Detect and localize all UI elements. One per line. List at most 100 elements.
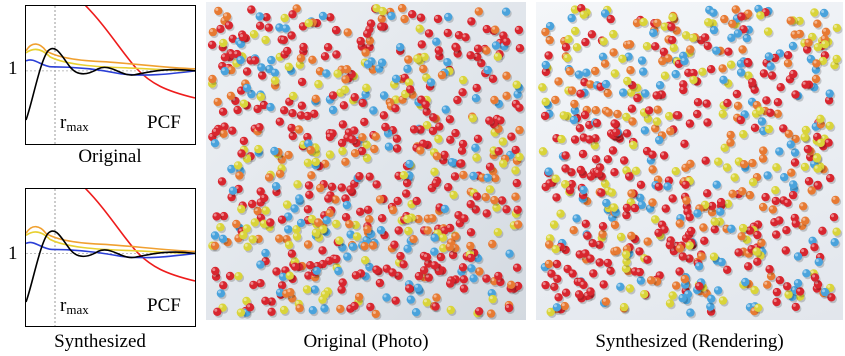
ball-highlight [724, 164, 727, 168]
ball [561, 180, 570, 189]
ball [260, 193, 269, 203]
ball [458, 88, 467, 97]
ball [669, 43, 678, 53]
ball-highlight [739, 46, 743, 50]
ball-highlight [797, 288, 801, 292]
ball-highlight [244, 155, 248, 159]
ball [829, 213, 839, 222]
ball [652, 91, 661, 100]
ball-highlight [399, 96, 403, 100]
ball [278, 272, 288, 281]
ball [308, 306, 317, 315]
ball [811, 74, 821, 84]
ball-highlight [422, 101, 426, 105]
ball-highlight [677, 215, 681, 219]
ball [239, 99, 249, 108]
ball-highlight [452, 173, 455, 177]
ball-highlight [735, 102, 738, 106]
ball-highlight [769, 206, 773, 210]
ball [739, 160, 749, 169]
ball-highlight [808, 187, 812, 191]
ball [430, 247, 439, 256]
ball [685, 254, 694, 263]
ball [726, 138, 735, 147]
ball [422, 107, 431, 116]
ball [287, 123, 296, 133]
ball [485, 116, 494, 125]
ball [710, 217, 719, 226]
ball [750, 85, 759, 94]
ball [659, 151, 669, 160]
ball [653, 105, 662, 114]
ball [307, 171, 316, 180]
ball [703, 189, 712, 198]
ball-highlight [491, 129, 495, 133]
ball [572, 43, 582, 52]
ball [703, 41, 712, 51]
ball-highlight [580, 134, 584, 138]
ball-highlight [605, 109, 609, 113]
ball [661, 204, 670, 213]
ball [626, 66, 635, 75]
ball [471, 94, 481, 103]
ball [306, 261, 315, 270]
ball-highlight [308, 172, 312, 176]
ball-highlight [826, 97, 830, 101]
ball-highlight [796, 18, 800, 21]
ball-highlight [291, 258, 295, 262]
ball [355, 172, 364, 181]
ball-highlight [749, 98, 753, 102]
ball-highlight [304, 286, 308, 290]
ball [404, 78, 414, 87]
ball [622, 257, 631, 266]
ball-highlight [659, 221, 663, 225]
ball-highlight [212, 268, 216, 272]
ball-highlight [343, 66, 347, 70]
ball [682, 196, 691, 205]
ball-highlight [736, 158, 739, 162]
ball-highlight [547, 235, 550, 239]
ball [331, 195, 340, 204]
ball-highlight [304, 113, 308, 116]
ball-highlight [817, 115, 821, 119]
ball [284, 225, 293, 234]
ball-highlight [582, 220, 586, 224]
ball [789, 180, 798, 189]
ball-highlight [641, 109, 645, 113]
ball-highlight [281, 107, 285, 111]
ball-highlight [490, 147, 494, 151]
ball [637, 56, 647, 65]
ball [660, 22, 669, 31]
ball-highlight [553, 135, 557, 139]
ball [649, 28, 658, 38]
ball [773, 109, 782, 119]
ball-highlight [217, 25, 221, 29]
ball [358, 98, 367, 108]
ball [620, 156, 629, 165]
ball-highlight [698, 279, 702, 283]
ball-highlight [587, 288, 591, 292]
ball-highlight [386, 99, 390, 103]
ball-highlight [461, 215, 465, 219]
ball-highlight [333, 256, 337, 259]
ball [458, 139, 468, 149]
ball-highlight [404, 245, 408, 249]
ball [678, 293, 687, 303]
ball-highlight [665, 55, 669, 59]
ball [422, 252, 432, 262]
ball-highlight [515, 283, 519, 286]
ball [328, 91, 338, 100]
ball-highlight [713, 181, 717, 185]
ball-highlight [764, 281, 768, 285]
ball-highlight [759, 118, 762, 122]
ball-highlight [568, 15, 572, 19]
ball [581, 249, 590, 258]
ball [426, 78, 436, 87]
ball-highlight [767, 63, 771, 67]
ball-highlight [251, 31, 254, 35]
ball-highlight [586, 136, 590, 140]
ball-highlight [401, 74, 405, 78]
ball [818, 56, 828, 66]
ball-highlight [826, 122, 830, 126]
ball-highlight [542, 29, 546, 32]
